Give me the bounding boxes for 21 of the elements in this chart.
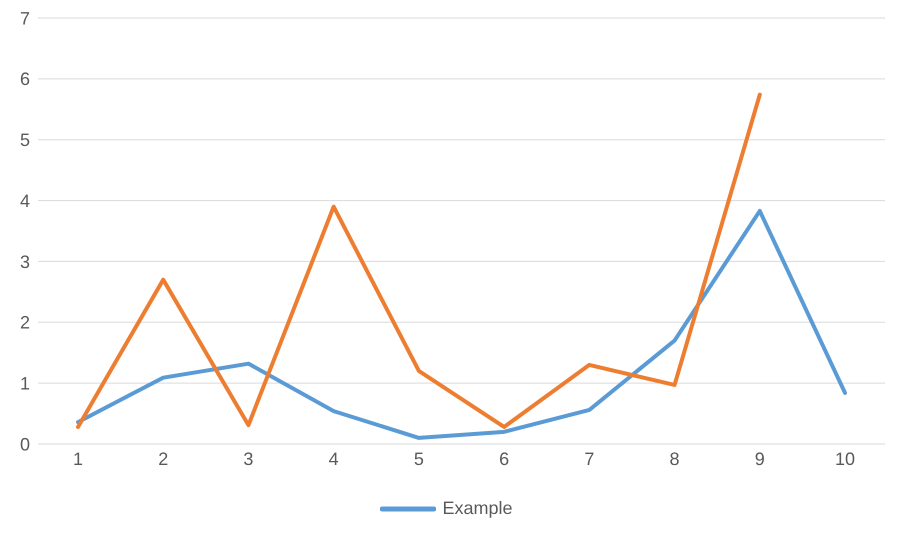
y-tick-label: 7 xyxy=(20,8,30,28)
y-tick-label: 2 xyxy=(20,312,30,333)
x-tick-label: 3 xyxy=(243,448,254,469)
line-series xyxy=(76,92,762,429)
x-tick-label: 7 xyxy=(584,448,594,469)
x-tick-label: 8 xyxy=(670,448,680,469)
legend-label: Example xyxy=(441,498,513,519)
x-tick-label: 10 xyxy=(834,448,856,469)
line-series xyxy=(76,208,847,440)
y-tick-label: 4 xyxy=(20,190,30,211)
y-tick-label: 0 xyxy=(20,434,30,454)
x-tick-label: 6 xyxy=(499,448,510,469)
y-tick-label: 5 xyxy=(20,130,30,150)
x-tick-label: 1 xyxy=(72,448,84,469)
y-tick-label: 3 xyxy=(20,252,30,272)
x-tick-label: 9 xyxy=(754,448,765,469)
y-tick-label: 6 xyxy=(20,69,30,90)
x-tick-label: 4 xyxy=(328,448,339,469)
x-tick-label: 2 xyxy=(158,448,168,469)
x-tick-label: 5 xyxy=(414,448,424,469)
y-tick-label: 1 xyxy=(20,374,30,394)
